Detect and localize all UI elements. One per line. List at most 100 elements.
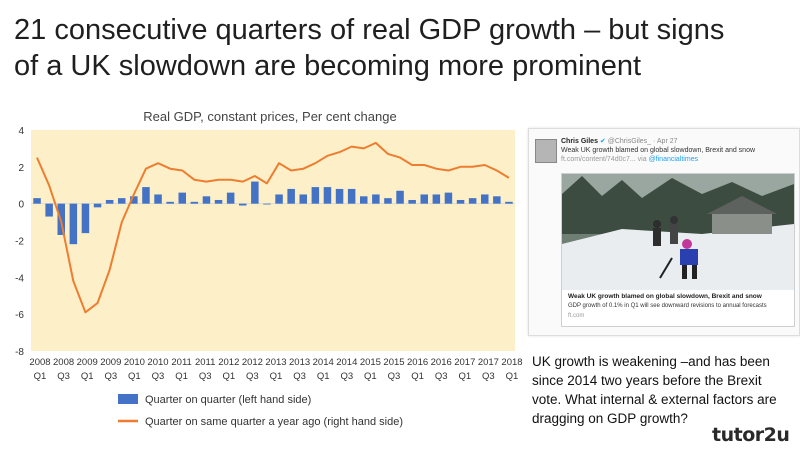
x-tick-quarter: Q1 <box>506 371 519 382</box>
bar <box>372 194 380 204</box>
series-line <box>36 141 510 314</box>
legend-label-bar: Quarter on quarter (left hand side) <box>145 394 311 406</box>
bar <box>323 187 332 204</box>
card-description: GDP growth of 0.1% in Q1 will see downwa… <box>568 303 767 309</box>
tweet-date[interactable]: · Apr 27 <box>653 138 678 145</box>
x-tick-year: 2012 <box>218 357 239 368</box>
x-tick-quarter: Q1 <box>175 371 188 382</box>
x-tick-year: 2014 <box>313 357 334 368</box>
tutor2u-logo: tutor2u <box>712 424 790 446</box>
bar <box>190 201 199 204</box>
x-tick-quarter: Q3 <box>293 371 306 382</box>
x-tick-quarter: Q1 <box>128 371 141 382</box>
x-tick-quarter: Q3 <box>104 371 117 382</box>
bar <box>299 194 308 204</box>
x-tick-year: 2008 <box>53 357 74 368</box>
x-tick-quarter: Q1 <box>458 371 471 382</box>
x-tick-year: 2018 <box>501 357 522 368</box>
bar <box>154 194 162 204</box>
bar <box>359 196 368 204</box>
x-tick-year: 2014 <box>336 357 357 368</box>
x-tick-quarter: Q1 <box>81 371 94 382</box>
tweet-handle[interactable]: @ChrisGiles_ <box>607 138 652 145</box>
x-tick-quarter: Q1 <box>364 371 377 382</box>
slide-title-line-1: 21 consecutive quarters of real GDP grow… <box>14 14 725 46</box>
bar <box>214 199 223 204</box>
x-tick-quarter: Q3 <box>57 371 70 382</box>
bar <box>226 192 235 204</box>
bar <box>444 192 453 204</box>
tweet-text: Weak UK growth blamed on global slowdown… <box>561 147 756 154</box>
x-tick-year: 2015 <box>383 357 404 368</box>
x-tick-year: 2016 <box>431 357 452 368</box>
x-tick-year: 2013 <box>289 357 310 368</box>
bar <box>384 198 392 204</box>
x-tick-year: 2009 <box>77 357 98 368</box>
bar <box>275 194 283 204</box>
tweet-header: Chris Giles ✔ @ChrisGiles_ · Apr 27 Weak… <box>561 137 793 164</box>
x-tick-year: 2008 <box>29 357 50 368</box>
slide-title-line-2: of a UK slowdown are becoming more promi… <box>14 50 642 82</box>
y-tick-label: 0 <box>18 200 24 211</box>
snow-scene-photo <box>562 174 794 290</box>
card-domain: ft.com <box>568 313 585 319</box>
x-tick-year: 2012 <box>242 357 263 368</box>
x-tick-year: 2010 <box>124 357 145 368</box>
x-tick-year: 2016 <box>407 357 428 368</box>
x-tick-year: 2017 <box>454 357 475 368</box>
x-tick-quarter: Q1 <box>222 371 235 382</box>
x-tick-quarter: Q1 <box>317 371 330 382</box>
bar <box>505 201 513 204</box>
tweet-link[interactable]: ft.com/content/74d0c7... <box>561 156 636 163</box>
card-headline: Weak UK growth blamed on global slowdown… <box>568 293 762 300</box>
x-tick-quarter: Q3 <box>340 371 353 382</box>
bar <box>178 192 187 204</box>
bar <box>130 196 138 204</box>
x-tick-quarter: Q3 <box>152 371 165 382</box>
embedded-tweet[interactable]: Chris Giles ✔ @ChrisGiles_ · Apr 27 Weak… <box>528 128 800 336</box>
x-tick-year: 2010 <box>147 357 168 368</box>
plot-area <box>31 130 515 351</box>
bar <box>105 199 114 204</box>
x-tick-quarter: Q3 <box>199 371 212 382</box>
bar <box>432 194 441 204</box>
bar <box>202 196 211 204</box>
bar <box>81 203 90 234</box>
bar <box>166 201 174 204</box>
y-tick-label: -6 <box>15 310 24 321</box>
link-card[interactable]: Weak UK growth blamed on global slowdown… <box>561 173 795 327</box>
bar <box>493 196 501 204</box>
bar <box>287 188 295 204</box>
bar <box>263 203 271 205</box>
verified-icon: ✔ <box>599 138 606 145</box>
bar <box>420 194 429 204</box>
bar <box>311 187 320 204</box>
bar <box>396 190 404 204</box>
bar <box>45 203 53 217</box>
tweet-via-handle[interactable]: @financialtimes <box>648 156 699 163</box>
legend-swatch-bar <box>118 394 138 404</box>
bar <box>408 199 416 204</box>
chart-title: Real GDP, constant prices, Per cent chan… <box>143 109 396 124</box>
x-tick-year: 2017 <box>478 357 499 368</box>
x-tick-quarter: Q1 <box>34 371 47 382</box>
x-tick-year: 2009 <box>100 357 121 368</box>
y-tick-label: -8 <box>15 347 24 358</box>
x-tick-year: 2015 <box>360 357 381 368</box>
legend-label-line: Quarter on same quarter a year ago (righ… <box>145 416 403 428</box>
bar <box>238 203 247 206</box>
bar <box>69 203 78 245</box>
x-tick-year: 2011 <box>171 357 191 368</box>
body-text: UK growth is weakening –and has been sin… <box>532 354 777 426</box>
x-tick-quarter: Q3 <box>246 371 259 382</box>
y-tick-label: 2 <box>18 163 24 174</box>
bar <box>93 203 102 208</box>
tweet-author[interactable]: Chris Giles <box>561 138 598 145</box>
avatar[interactable] <box>535 139 557 163</box>
x-tick-quarter: Q3 <box>435 371 448 382</box>
bar <box>33 198 41 204</box>
bar <box>347 188 356 204</box>
tweet-via-prefix: via <box>637 156 647 163</box>
bar <box>456 199 465 204</box>
